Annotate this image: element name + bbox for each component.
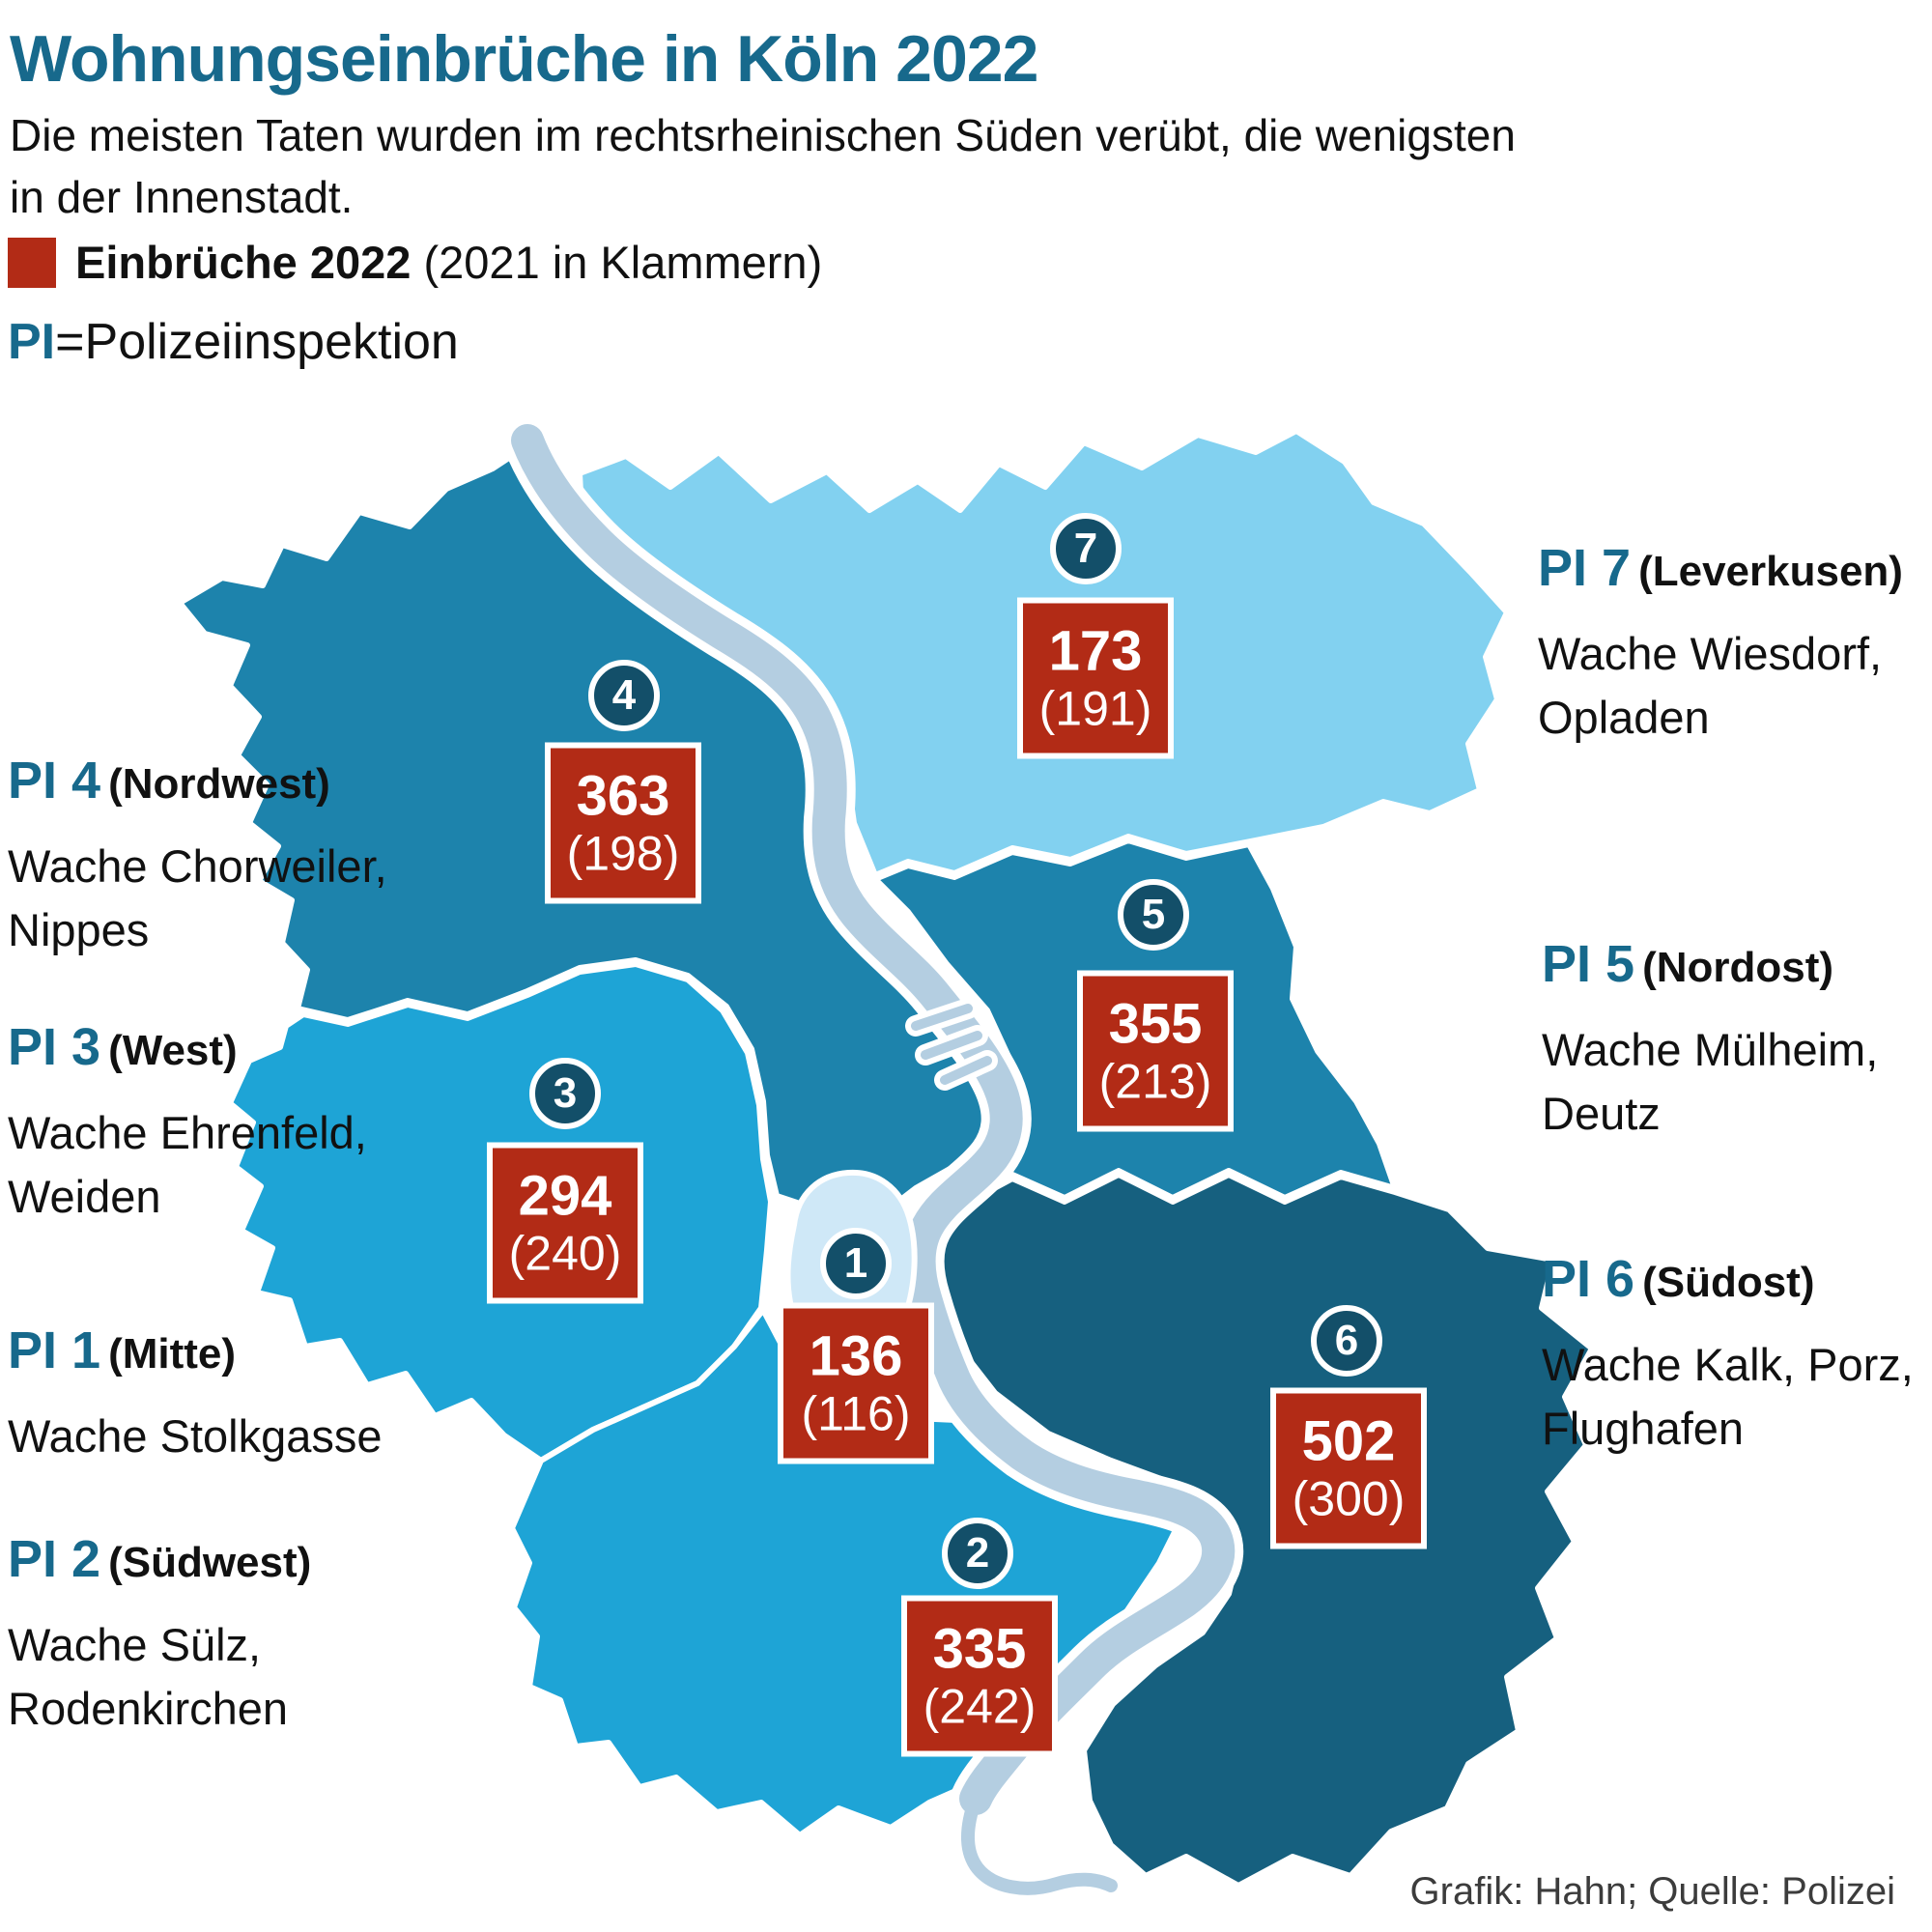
- district-label-pi6: PI 6 (Südost) Wache Kalk, Porz, Flughafen: [1542, 1252, 1914, 1461]
- district-heading: PI 3 (West): [8, 1020, 367, 1088]
- district-number: 5: [1141, 891, 1166, 938]
- value-2021: (242): [923, 1679, 1037, 1734]
- district-number: 7: [1073, 525, 1098, 572]
- district-stations: Opladen: [1538, 692, 1710, 743]
- legend-swatch: [8, 237, 56, 288]
- district-label-pi7: PI 7 (Leverkusen) Wache Wiesdorf, Opladen: [1538, 541, 1903, 750]
- district-id: PI 1: [8, 1321, 101, 1379]
- value-2022: 363: [576, 764, 670, 828]
- value-2021: (198): [566, 826, 680, 881]
- district-area: (Leverkusen): [1638, 548, 1903, 595]
- legend: Einbrüche 2022 (2021 in Klammern): [8, 236, 822, 289]
- value-2021: (191): [1038, 681, 1152, 736]
- district-value-box-7: 173 (191): [1017, 597, 1174, 759]
- district-area: (Südost): [1642, 1259, 1815, 1306]
- subtitle-line-2: in der Innenstadt.: [10, 172, 354, 222]
- district-number-marker-1: 1: [820, 1228, 892, 1299]
- value-2021: (240): [508, 1226, 622, 1281]
- value-2021: (116): [801, 1386, 911, 1441]
- district-area: (Nordwest): [108, 760, 330, 808]
- district-label-pi3: PI 3 (West) Wache Ehrenfeld, Weiden: [8, 1020, 367, 1229]
- legend-label-bold: Einbrüche 2022: [75, 237, 412, 288]
- district-label-pi5: PI 5 (Nordost) Wache Mülheim, Deutz: [1542, 937, 1878, 1146]
- value-2022: 502: [1301, 1409, 1396, 1473]
- district-value-box-5: 355 (213): [1077, 970, 1234, 1132]
- district-number: 3: [553, 1069, 578, 1117]
- district-stations: Wache Wiesdorf,: [1538, 628, 1883, 679]
- district-id: PI 5: [1542, 935, 1635, 993]
- district-number-marker-7: 7: [1050, 513, 1122, 584]
- district-number-marker-2: 2: [942, 1518, 1013, 1589]
- district-heading: PI 2 (Südwest): [8, 1532, 311, 1600]
- subtitle: Die meisten Taten wurden im rechtsrheini…: [10, 104, 1516, 228]
- district-id: PI 6: [1542, 1250, 1635, 1308]
- district-value-box-4: 363 (198): [545, 742, 701, 904]
- district-value-box-1: 136 (116): [778, 1302, 934, 1464]
- district-area: (Südwest): [108, 1539, 312, 1586]
- district-label-pi1: PI 1 (Mitte) Wache Stolkgasse: [8, 1323, 383, 1468]
- district-area: (Mitte): [108, 1330, 237, 1378]
- district-stations: Wache Mülheim,: [1542, 1024, 1879, 1075]
- district-heading: PI 5 (Nordost): [1542, 937, 1878, 1005]
- district-heading: PI 6 (Südost): [1542, 1252, 1914, 1320]
- district-number: 2: [965, 1529, 990, 1577]
- value-2022: 355: [1108, 992, 1203, 1056]
- district-stations: Wache Chorweiler,: [8, 840, 387, 892]
- abbreviation-note: PI=Polizeiinspektion: [8, 313, 459, 371]
- river-rhine: [511, 424, 1236, 1815]
- district-heading: PI 7 (Leverkusen): [1538, 541, 1903, 609]
- district-area: (West): [108, 1027, 238, 1074]
- district-number: 1: [843, 1239, 868, 1287]
- district-value-box-3: 294 (240): [487, 1142, 643, 1304]
- district-stations: Wache Kalk, Porz,: [1542, 1339, 1914, 1390]
- value-2021: (213): [1098, 1054, 1212, 1109]
- district-stations: Weiden: [8, 1171, 161, 1222]
- district-stations: Wache Ehrenfeld,: [8, 1107, 367, 1158]
- value-2021: (300): [1292, 1471, 1406, 1526]
- district-value-box-2: 335 (242): [901, 1595, 1058, 1757]
- district-id: PI 7: [1538, 539, 1632, 597]
- district-stations: Flughafen: [1542, 1403, 1745, 1454]
- subtitle-line-1: Die meisten Taten wurden im rechtsrheini…: [10, 110, 1516, 160]
- district-id: PI 2: [8, 1530, 101, 1588]
- district-number-marker-6: 6: [1311, 1305, 1382, 1377]
- legend-label-rest: (2021 in Klammern): [411, 237, 823, 288]
- district-id: PI 3: [8, 1018, 101, 1076]
- harbour-basins: [911, 1004, 992, 1085]
- value-2022: 294: [518, 1164, 612, 1228]
- district-label-pi2: PI 2 (Südwest) Wache Sülz, Rodenkirchen: [8, 1532, 311, 1741]
- district-stations: Rodenkirchen: [8, 1683, 289, 1734]
- district-number-marker-5: 5: [1118, 879, 1189, 951]
- river-rhine-tail: [961, 1792, 1118, 1895]
- district-number: 4: [611, 671, 637, 719]
- district-heading: PI 1 (Mitte): [8, 1323, 383, 1391]
- district-id: PI 4: [8, 752, 101, 810]
- abbreviation-rest: =Polizeiinspektion: [55, 314, 459, 370]
- district-stations: Deutz: [1542, 1088, 1661, 1139]
- district-label-pi4: PI 4 (Nordwest) Wache Chorweiler, Nippes: [8, 753, 387, 962]
- credit-line: Grafik: Hahn; Quelle: Polizei: [1409, 1870, 1895, 1913]
- value-2022: 136: [809, 1324, 903, 1388]
- district-stations: Wache Sülz,: [8, 1619, 262, 1670]
- district-stations: Nippes: [8, 904, 150, 955]
- legend-label: Einbrüche 2022 (2021 in Klammern): [75, 236, 822, 289]
- abbreviation-short: PI: [8, 314, 56, 370]
- page-title: Wohnungseinbrüche in Köln 2022: [10, 22, 1038, 96]
- value-2022: 173: [1048, 619, 1143, 683]
- district-area: (Nordost): [1642, 944, 1834, 991]
- district-number-marker-3: 3: [529, 1058, 601, 1129]
- district-heading: PI 4 (Nordwest): [8, 753, 387, 821]
- district-stations: Wache Stolkgasse: [8, 1410, 383, 1462]
- district-value-box-6: 502 (300): [1270, 1387, 1427, 1549]
- value-2022: 335: [932, 1617, 1027, 1681]
- district-number-marker-4: 4: [588, 660, 660, 731]
- district-number: 6: [1334, 1317, 1359, 1364]
